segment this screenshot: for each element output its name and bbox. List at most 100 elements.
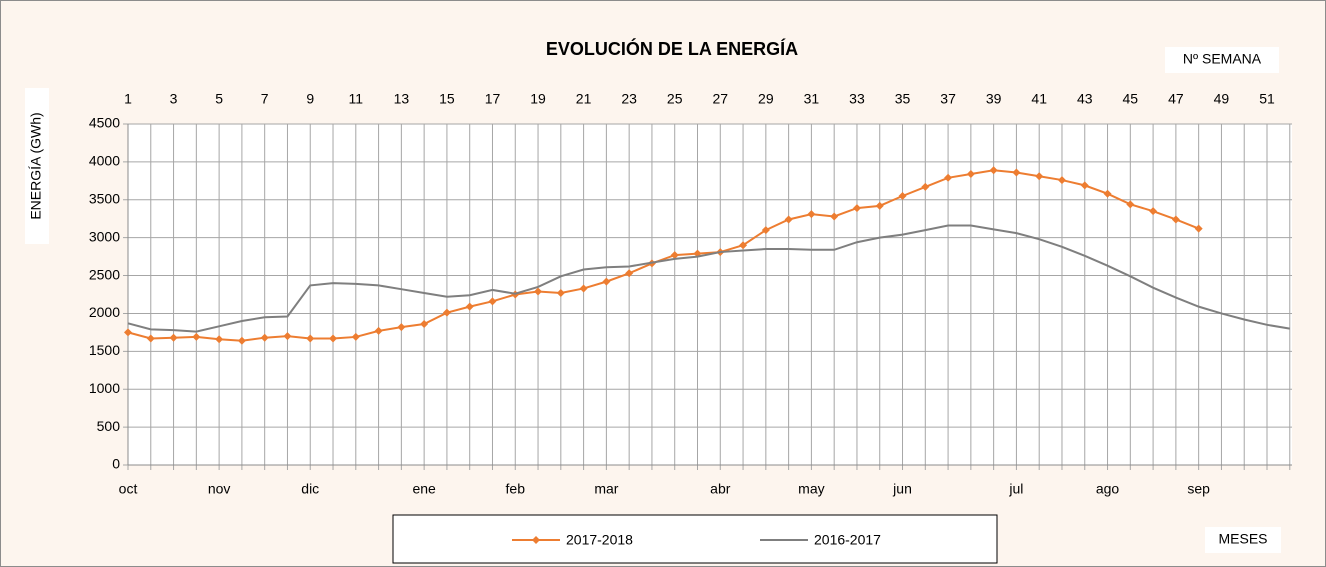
point bbox=[169, 333, 178, 342]
point bbox=[852, 204, 861, 213]
point bbox=[670, 251, 679, 260]
point bbox=[534, 287, 543, 296]
y-tick-label: 4000 bbox=[89, 153, 120, 169]
x-tick-label: 33 bbox=[849, 91, 865, 107]
x-tick-label: 51 bbox=[1259, 91, 1275, 107]
month-label-box bbox=[1205, 527, 1281, 553]
y-tick-label: 3000 bbox=[89, 228, 120, 244]
x-tick-label: 43 bbox=[1077, 91, 1093, 107]
x-tick-label: 39 bbox=[986, 91, 1002, 107]
x-tick-label: 23 bbox=[621, 91, 637, 107]
month-label: mar bbox=[594, 481, 618, 497]
y-tick-label: 3500 bbox=[89, 190, 120, 206]
x-tick-label: 49 bbox=[1214, 91, 1230, 107]
point bbox=[1194, 224, 1203, 233]
chart-title: EVOLUCIÓN DE LA ENERGÍA bbox=[546, 38, 798, 59]
point bbox=[260, 333, 269, 342]
y-label-box bbox=[25, 88, 49, 244]
point bbox=[556, 288, 565, 297]
x-tick-label: 31 bbox=[804, 91, 820, 107]
point bbox=[1149, 207, 1158, 216]
month-label: feb bbox=[506, 481, 526, 497]
point bbox=[761, 226, 770, 235]
point bbox=[374, 326, 383, 335]
point bbox=[739, 241, 748, 250]
point bbox=[442, 308, 451, 317]
point bbox=[784, 215, 793, 224]
point bbox=[898, 191, 907, 200]
x-tick-label: 29 bbox=[758, 91, 774, 107]
x-tick-label: 27 bbox=[712, 91, 728, 107]
month-label: ago bbox=[1096, 481, 1120, 497]
point bbox=[1057, 176, 1066, 185]
point bbox=[875, 201, 884, 210]
point bbox=[215, 335, 224, 344]
x-tick-label: 5 bbox=[215, 91, 223, 107]
x-tick-label: 13 bbox=[394, 91, 410, 107]
x-tick-label: 9 bbox=[306, 91, 314, 107]
point bbox=[1103, 189, 1112, 198]
point bbox=[1012, 168, 1021, 177]
point bbox=[465, 302, 474, 311]
month-axis-label: MESES bbox=[1218, 531, 1267, 547]
y-tick-label: 2000 bbox=[89, 304, 120, 320]
legend bbox=[392, 514, 998, 564]
series-line bbox=[127, 224, 1290, 333]
point bbox=[283, 332, 292, 341]
x-tick-label: 11 bbox=[349, 91, 364, 107]
y-tick-label: 500 bbox=[97, 418, 121, 434]
point bbox=[192, 332, 201, 341]
x-tick-label: 47 bbox=[1168, 91, 1184, 107]
point bbox=[351, 332, 360, 341]
legend-label: 2017-2018 bbox=[566, 532, 633, 548]
x-tick-label: 3 bbox=[170, 91, 178, 107]
y-tick-label: 1000 bbox=[89, 380, 120, 396]
point bbox=[1035, 172, 1044, 181]
month-label: ene bbox=[412, 481, 436, 497]
month-label: nov bbox=[208, 481, 231, 497]
y-tick-label: 1500 bbox=[89, 342, 120, 358]
plot-area bbox=[128, 124, 1292, 465]
point bbox=[488, 297, 497, 306]
point bbox=[807, 210, 816, 219]
point bbox=[237, 336, 246, 345]
point bbox=[602, 277, 611, 286]
y-tick-label: 4500 bbox=[89, 115, 120, 131]
x-tick-label: 45 bbox=[1123, 91, 1139, 107]
x-label-box bbox=[1165, 47, 1279, 73]
point bbox=[146, 334, 155, 343]
point bbox=[966, 170, 975, 179]
x-tick-label: 35 bbox=[895, 91, 911, 107]
point bbox=[625, 269, 634, 278]
point bbox=[329, 334, 338, 343]
month-label: oct bbox=[119, 481, 138, 497]
y-tick-label: 2500 bbox=[89, 266, 120, 282]
x-tick-label: 41 bbox=[1031, 91, 1047, 107]
point bbox=[579, 284, 588, 293]
month-label: jun bbox=[892, 481, 912, 497]
point bbox=[989, 166, 998, 175]
x-tick-label: 7 bbox=[261, 91, 269, 107]
x-axis-label: Nº SEMANA bbox=[1183, 51, 1262, 67]
point bbox=[921, 182, 930, 191]
x-tick-label: 1 bbox=[124, 91, 132, 107]
point bbox=[420, 320, 429, 329]
y-axis-label: ENERGÍA (GWh) bbox=[28, 112, 44, 219]
month-label: sep bbox=[1187, 481, 1210, 497]
point bbox=[1126, 200, 1135, 209]
point bbox=[944, 173, 953, 182]
point bbox=[306, 334, 315, 343]
x-tick-label: 37 bbox=[940, 91, 956, 107]
month-label: dic bbox=[301, 481, 319, 497]
legend-marker bbox=[532, 536, 540, 544]
point bbox=[124, 328, 132, 337]
y-tick-label: 0 bbox=[112, 456, 120, 472]
legend-label: 2016-2017 bbox=[814, 532, 881, 548]
x-tick-label: 19 bbox=[530, 91, 546, 107]
point bbox=[1171, 215, 1180, 224]
month-label: abr bbox=[710, 481, 731, 497]
x-tick-label: 15 bbox=[439, 91, 455, 107]
point bbox=[830, 212, 839, 221]
series-line bbox=[127, 169, 1200, 342]
